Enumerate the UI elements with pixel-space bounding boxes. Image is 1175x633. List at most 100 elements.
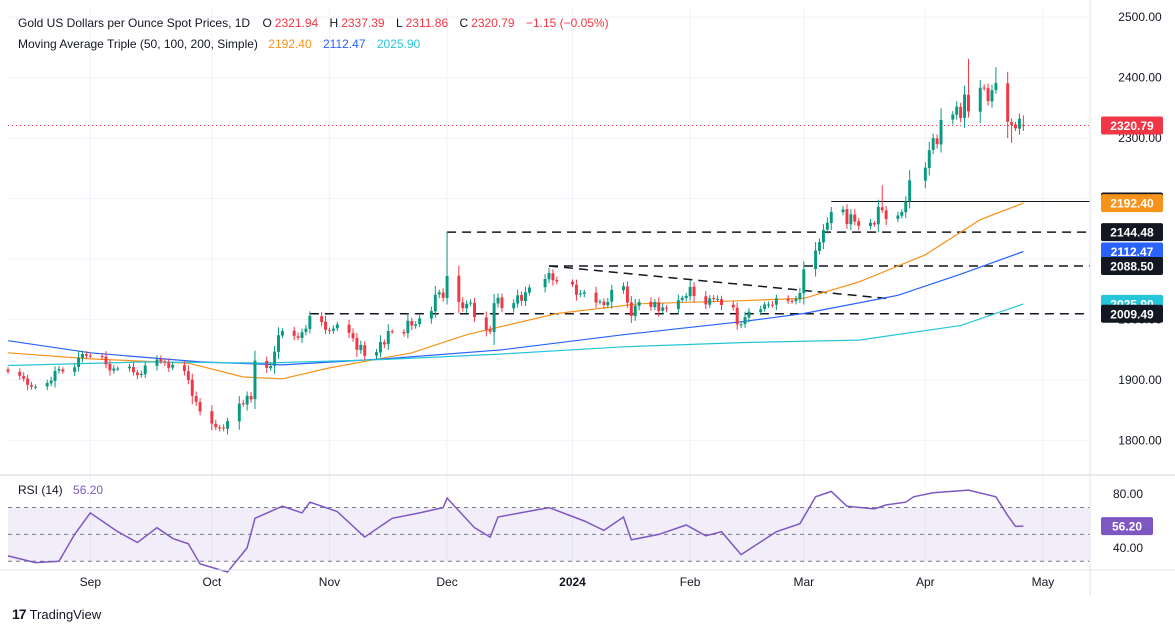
rsi-tick-label: 40.00: [1113, 541, 1143, 555]
symbol-legend[interactable]: Gold US Dollars per Ounce Spot Prices, 1…: [18, 16, 612, 30]
candle-body: [488, 329, 492, 332]
candle-body: [967, 94, 970, 112]
close-value: 2320.79: [471, 16, 515, 30]
candle-body: [81, 354, 84, 358]
tradingview-name: TradingView: [29, 606, 102, 622]
price-label-text: 2009.49: [1110, 307, 1154, 321]
price-label-text: 2088.50: [1110, 259, 1154, 273]
candle-body: [578, 293, 582, 295]
candle-body: [418, 318, 422, 325]
rsi-tick-label: 80.00: [1113, 487, 1143, 501]
rsi-legend-value: 56.20: [73, 483, 104, 497]
candle-body: [547, 272, 551, 280]
symbol-title: Gold US Dollars per Ounce Spot Prices, 1…: [18, 16, 251, 30]
candle-body: [324, 321, 328, 330]
x-tick-label: Sep: [80, 575, 102, 589]
rsi-value-label: 56.20: [1112, 520, 1142, 534]
candle-body: [798, 292, 802, 300]
candle-body: [908, 180, 912, 202]
candle-body: [53, 370, 57, 381]
candle-body: [49, 380, 53, 384]
candle-body: [437, 292, 441, 295]
ma-title: Moving Average Triple (50, 100, 200, Sim…: [18, 37, 258, 51]
candle-body: [818, 242, 821, 251]
candle-body: [355, 337, 359, 350]
candle-body: [637, 301, 641, 306]
candle-body: [708, 298, 712, 305]
candle-body: [335, 324, 339, 329]
candle-body: [273, 351, 277, 366]
candle-body: [841, 209, 845, 213]
candle-body: [657, 302, 661, 312]
candle-body: [469, 302, 473, 304]
candle-body: [610, 289, 614, 302]
ma50-line: [7, 202, 1024, 380]
candle-body: [300, 332, 304, 338]
candle-body: [594, 292, 598, 303]
rsi-band: [8, 507, 1090, 562]
candle-body: [955, 106, 959, 115]
candle-body: [375, 352, 378, 356]
rsi-value-box: [1101, 517, 1153, 536]
tradingview-logo[interactable]: 17 TradingView: [12, 606, 101, 622]
candle-body: [363, 345, 367, 356]
price-label-box: [1101, 194, 1163, 213]
candle-body: [347, 324, 351, 333]
candle-body: [304, 328, 308, 332]
candle-body: [923, 167, 927, 181]
candle-body: [527, 287, 531, 293]
candle-body: [821, 230, 825, 243]
candle-body: [1006, 83, 1010, 122]
x-tick-label: Apr: [916, 575, 935, 589]
candle-body: [280, 331, 284, 336]
candle-body: [963, 94, 967, 118]
ma200-line: [7, 303, 1024, 367]
candle-body: [382, 342, 386, 345]
candle-body: [904, 201, 908, 213]
candle-body: [171, 364, 175, 368]
rsi-line: [7, 489, 1024, 573]
candle-body: [210, 411, 214, 424]
candle-body: [77, 357, 81, 368]
candle-body: [825, 222, 829, 230]
candle-body: [226, 421, 230, 429]
candle-body: [1010, 122, 1014, 125]
low-value: 2311.86: [405, 16, 449, 30]
candle-body: [739, 324, 743, 326]
candle-body: [814, 250, 818, 270]
rsi-legend[interactable]: RSI (14) 56.20: [18, 483, 106, 497]
candle-body: [880, 207, 884, 211]
candle-body: [112, 368, 116, 371]
candle-body: [629, 302, 633, 316]
candle-body: [543, 279, 547, 288]
candle-body: [296, 336, 300, 338]
candle-body: [108, 363, 112, 371]
candle-body: [994, 83, 998, 90]
candle-body: [441, 292, 445, 298]
candle-body: [857, 221, 861, 226]
candle-body: [786, 298, 790, 301]
price-label-text: 2320.79: [1110, 119, 1154, 133]
candle-body: [190, 379, 194, 396]
candle-body: [265, 360, 269, 368]
candle-body: [461, 302, 465, 309]
candle-body: [6, 369, 10, 372]
candle-body: [222, 427, 226, 429]
candle-body: [163, 361, 167, 363]
candle-body: [986, 88, 990, 102]
candle-body: [794, 298, 798, 302]
candle-body: [143, 365, 147, 375]
ma-legend[interactable]: Moving Average Triple (50, 100, 200, Sim…: [18, 37, 423, 51]
open-label: O: [262, 16, 272, 30]
candle-body: [359, 344, 363, 351]
candle-body: [661, 307, 665, 311]
candle-body: [868, 222, 872, 227]
candle-body: [128, 366, 131, 369]
candle-body: [516, 295, 520, 304]
candle-body: [774, 298, 778, 305]
candle-body: [680, 297, 684, 300]
candle-body: [829, 211, 833, 224]
price-label-text: 2144.48: [1110, 226, 1154, 240]
candle-body: [900, 211, 904, 216]
